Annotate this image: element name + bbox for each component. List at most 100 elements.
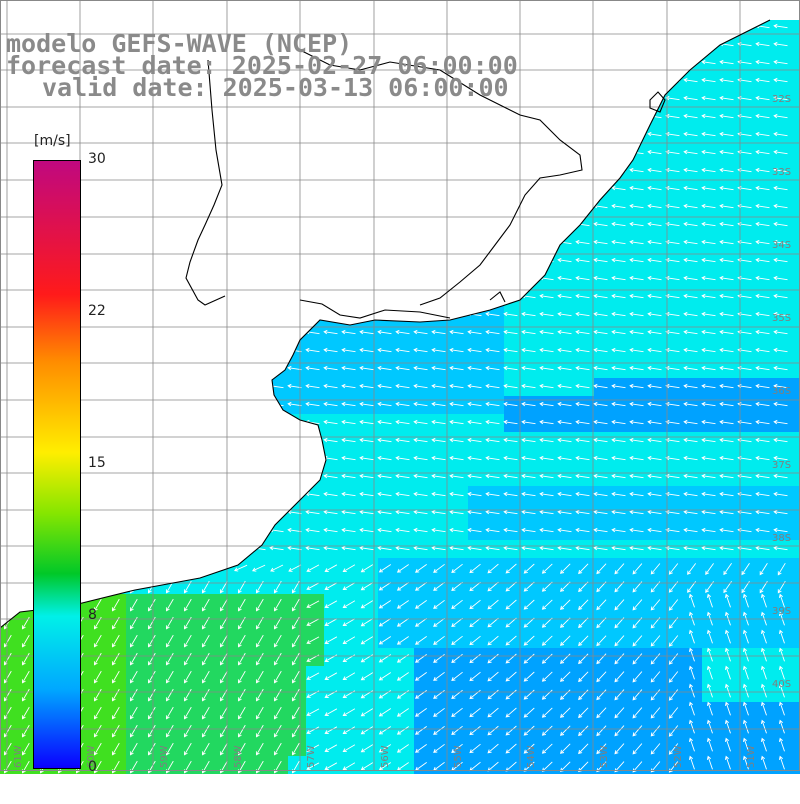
wind-arrow [773, 491, 788, 497]
wind-arrow [431, 401, 446, 407]
wind-arrow [719, 545, 734, 551]
wind-speed-cell [792, 576, 800, 594]
wind-arrow [701, 293, 716, 299]
wind-arrow [559, 635, 571, 646]
wind-arrow [93, 598, 102, 612]
wind-arrow [395, 437, 410, 443]
wind-arrow [593, 365, 608, 371]
wind-arrow [111, 706, 120, 720]
wind-arrow [683, 509, 698, 515]
wind-arrow [723, 563, 732, 576]
wind-arrow [614, 563, 625, 575]
wind-arrow [503, 491, 518, 497]
wind-arrow [323, 545, 338, 551]
wind-arrow [701, 59, 716, 65]
wind-arrow [688, 683, 695, 698]
wind-arrow [701, 185, 716, 191]
wind-arrow [183, 598, 192, 612]
wind-arrow [291, 634, 300, 648]
wind-speed-cell [792, 756, 800, 774]
wind-arrow [629, 527, 644, 533]
wind-arrow [611, 221, 626, 227]
wind-arrow [611, 383, 626, 389]
wind-arrow [360, 708, 374, 717]
lat-lon-grid [0, 0, 800, 771]
wind-arrow [414, 726, 427, 735]
wind-arrow [21, 652, 30, 666]
wind-arrow [701, 437, 716, 443]
wind-arrow [593, 545, 608, 551]
wind-arrow [342, 618, 356, 627]
wind-arrow [701, 509, 716, 515]
wind-arrow [593, 257, 608, 263]
wind-arrow [487, 563, 499, 574]
wind-arrow [306, 564, 320, 572]
wind-arrow [165, 634, 174, 648]
wind-arrow [719, 437, 734, 443]
wind-arrow [596, 725, 607, 737]
wind-arrow [559, 599, 571, 610]
wind-arrow [467, 329, 482, 335]
wind-arrow [505, 671, 517, 682]
wind-speed-cell [792, 702, 800, 720]
wind-arrow [485, 527, 500, 533]
wind-speed-cell [792, 54, 800, 72]
wind-arrow [201, 688, 210, 702]
wind-arrow [129, 688, 138, 702]
wind-arrow [778, 647, 785, 662]
wind-arrow [611, 491, 626, 497]
wind-arrow [541, 635, 553, 646]
wind-arrow [147, 706, 156, 720]
wind-arrow [147, 688, 156, 702]
wind-speed-cell [792, 234, 800, 252]
wind-arrow [485, 437, 500, 443]
wind-arrow [632, 671, 643, 683]
wind-arrow [683, 311, 698, 317]
colorbar-tick-label: 0 [88, 759, 97, 775]
wind-arrow [341, 419, 356, 425]
wind-arrow [611, 419, 626, 425]
wind-arrow [359, 347, 374, 353]
wind-arrow [773, 203, 788, 209]
wind-arrow [773, 437, 788, 443]
coastline [0, 19, 771, 629]
wind-arrow [341, 401, 356, 407]
wind-arrow [614, 653, 625, 665]
wind-arrow [632, 707, 643, 719]
wind-arrow [485, 365, 500, 371]
wind-arrow [593, 347, 608, 353]
wind-arrow [467, 473, 482, 479]
wind-arrow [93, 706, 102, 720]
wind-arrow [449, 437, 464, 443]
wind-speed-cell [792, 216, 800, 234]
wind-speed-cell [792, 414, 800, 432]
wind-speed-cell [792, 504, 800, 522]
wind-speed-cell [792, 36, 800, 54]
wind-arrow [629, 167, 644, 173]
wind-arrow [629, 239, 644, 245]
wind-arrow [183, 634, 192, 648]
wind-arrow [129, 706, 138, 720]
wind-arrow [650, 671, 661, 683]
wind-arrow [505, 581, 517, 592]
wind-arrow [395, 455, 410, 461]
wind-arrow [431, 365, 446, 371]
wind-arrow [305, 527, 320, 533]
wind-arrow [234, 564, 248, 572]
wind-arrow [469, 563, 481, 574]
wind-arrow [273, 670, 282, 684]
wind-arrow [741, 563, 750, 576]
wind-arrow [742, 701, 749, 716]
wind-arrow [219, 634, 228, 648]
wind-arrow [773, 113, 788, 119]
wind-arrow [719, 167, 734, 173]
wind-arrow [629, 221, 644, 227]
wind-speed-cell [792, 378, 800, 396]
wind-arrow [668, 725, 679, 737]
wind-arrow [521, 473, 536, 479]
wind-arrow [541, 581, 553, 592]
wind-arrow [647, 473, 662, 479]
wind-speed-cell [792, 342, 800, 360]
wind-arrow [451, 671, 463, 682]
